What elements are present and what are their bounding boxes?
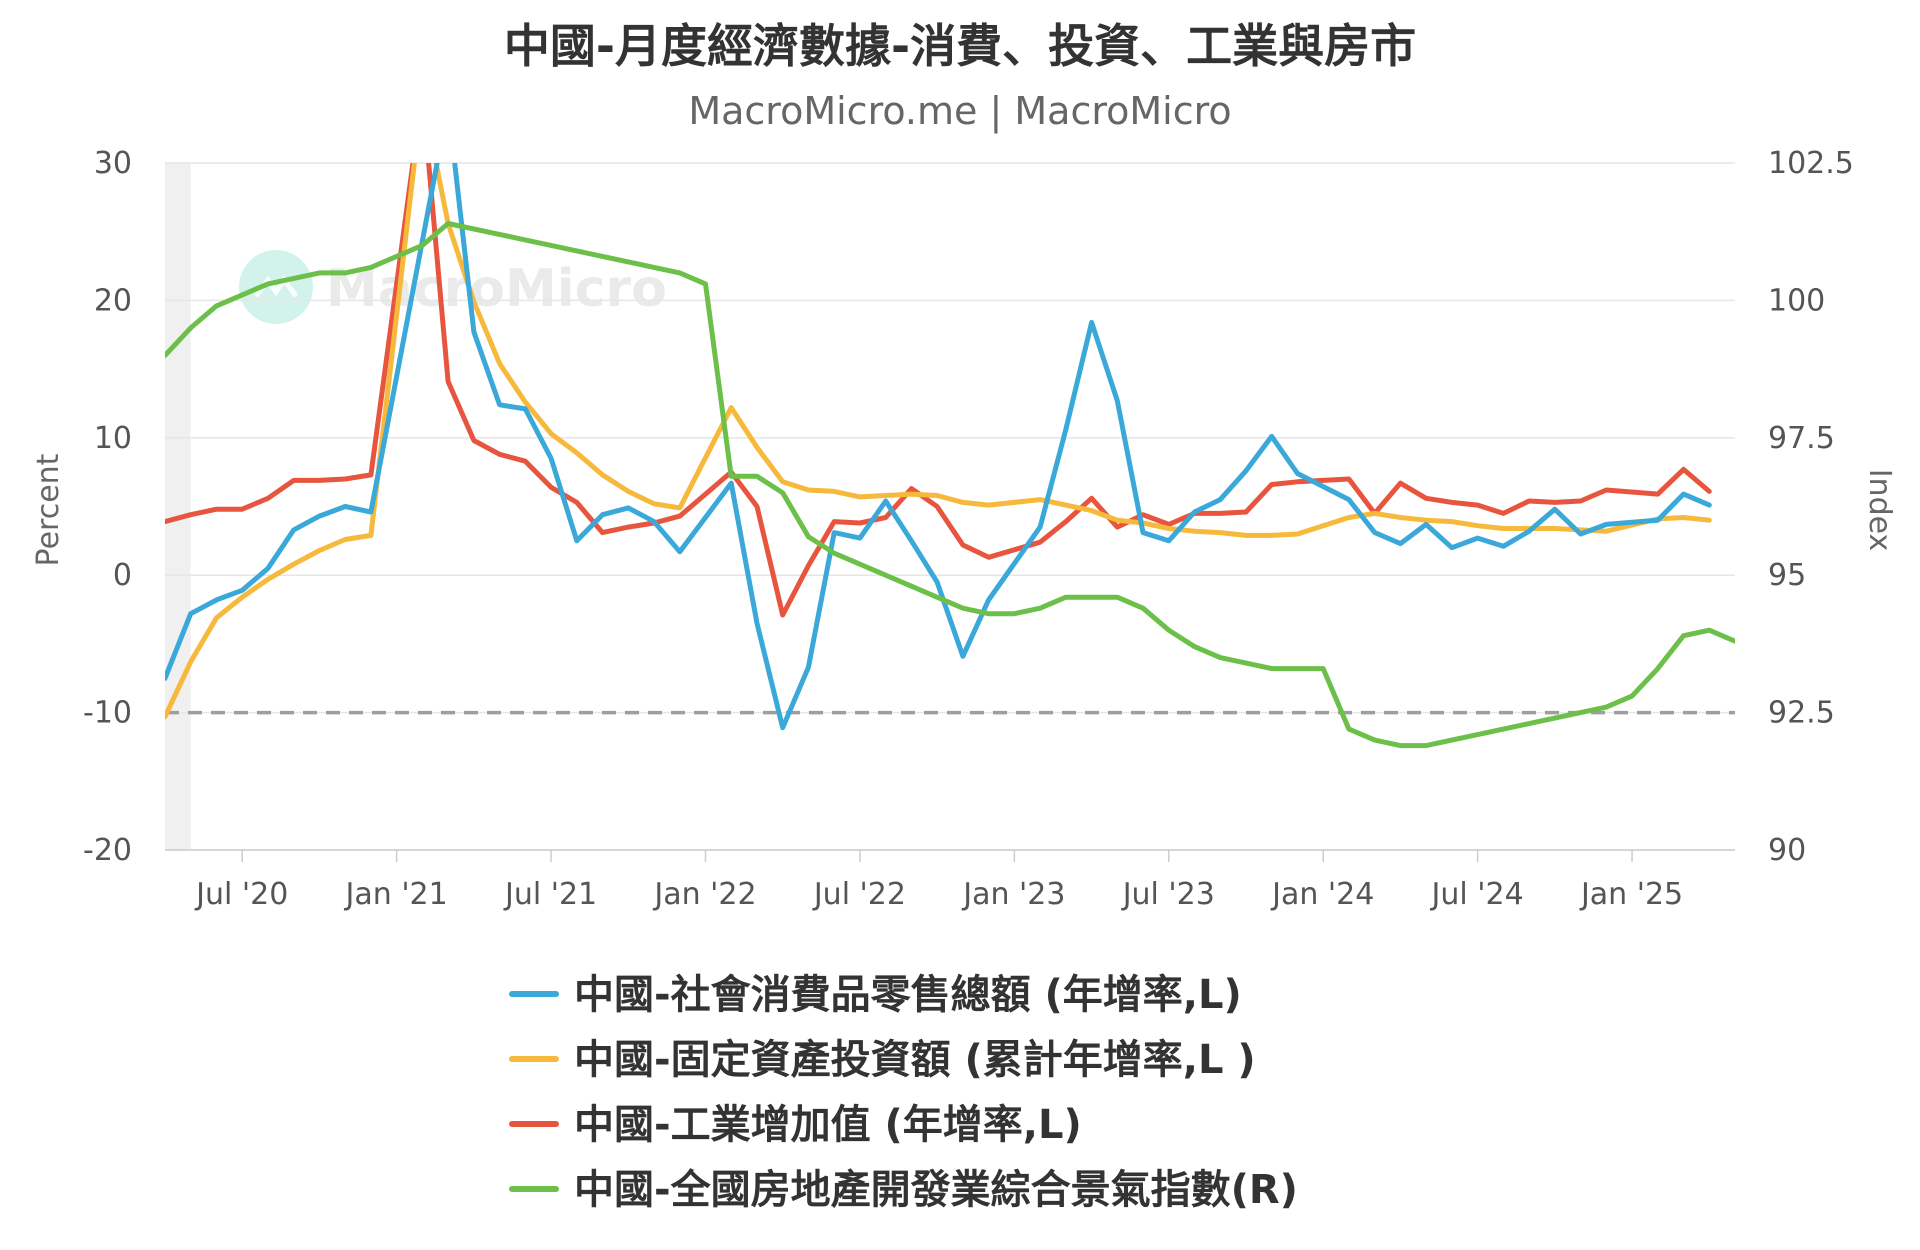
legend: 中國-社會消費品零售總額 (年增率,L) 中國-固定資產投資額 (累計年增率,L … (509, 972, 1298, 1213)
right-axis-title: Index (1862, 469, 1897, 552)
x-axis-tick: Jul '22 (812, 877, 906, 912)
right-axis-tick: 102.5 (1768, 146, 1854, 181)
series-line-1 (165, 163, 1712, 731)
series-line-2 (165, 163, 1712, 720)
chart-title: 中國-月度經濟數據-消費、投資、工業與房市 (504, 19, 1416, 73)
x-axis-tick: Jul '20 (194, 877, 288, 912)
chart-subtitle: MacroMicro.me | MacroMicro (688, 89, 1231, 134)
shaded-region (165, 163, 191, 850)
right-axis-tick: 90 (1768, 833, 1806, 868)
watermark-logo: MacroMicro (239, 250, 667, 324)
series-line-3 (165, 163, 1712, 618)
right-axis-tick: 100 (1768, 283, 1825, 318)
left-axis-tick: 0 (113, 558, 132, 593)
series-line-4 (165, 221, 1735, 749)
legend-item[interactable]: 中國-工業增加值 (年增率,L) (509, 1102, 1082, 1148)
left-axis-tick: 20 (94, 283, 132, 318)
legend-item[interactable]: 中國-全國房地產開發業綜合景氣指數(R) (509, 1167, 1298, 1213)
x-axis-tick: Jan '25 (1579, 877, 1683, 912)
x-axis-tick: Jul '21 (503, 877, 597, 912)
left-axis-tick: 10 (94, 421, 132, 456)
right-axis-tick: 92.5 (1768, 696, 1835, 731)
right-axis-tick: 97.5 (1768, 421, 1835, 456)
x-axis-tick: Jan '21 (344, 877, 448, 912)
watermark-logo-icon (239, 250, 313, 324)
legend-label: 中國-固定資產投資額 (累計年增率,L ) (574, 1037, 1256, 1083)
left-axis-tick: 30 (94, 146, 132, 181)
x-axis-tick: Jan '22 (652, 877, 756, 912)
watermark-text: MacroMicro (326, 259, 667, 319)
x-axis-tick: Jan '23 (961, 877, 1065, 912)
legend-label: 中國-工業增加值 (年增率,L) (574, 1102, 1082, 1148)
left-axis-tick: -10 (83, 696, 132, 731)
x-axis-tick: Jan '24 (1270, 877, 1374, 912)
legend-item[interactable]: 中國-社會消費品零售總額 (年增率,L) (509, 972, 1242, 1018)
left-axis-tick: -20 (83, 833, 132, 868)
legend-label: 中國-社會消費品零售總額 (年增率,L) (574, 972, 1242, 1018)
x-axis-tick: Jul '23 (1121, 877, 1215, 912)
right-axis-tick: 95 (1768, 558, 1806, 593)
legend-label: 中國-全國房地產開發業綜合景氣指數(R) (574, 1167, 1298, 1213)
left-axis-title: Percent (31, 453, 66, 566)
x-axis-tick: Jul '24 (1430, 877, 1524, 912)
series-layer (165, 163, 1735, 749)
legend-item[interactable]: 中國-固定資產投資額 (累計年增率,L ) (509, 1037, 1256, 1083)
